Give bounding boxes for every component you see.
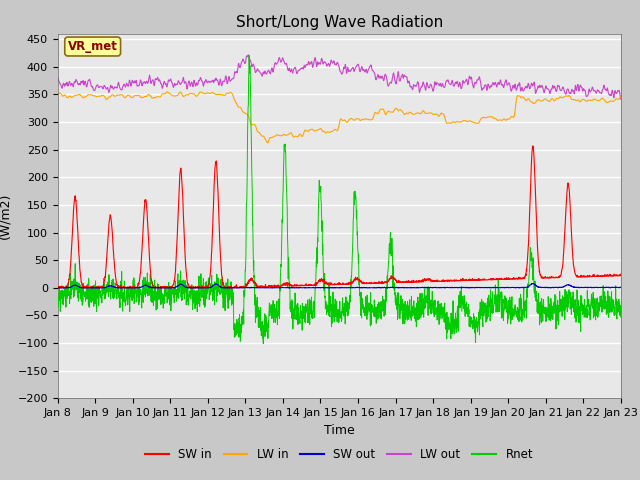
Legend: SW in, LW in, SW out, LW out, Rnet: SW in, LW in, SW out, LW out, Rnet [141, 443, 538, 466]
X-axis label: Time: Time [324, 424, 355, 437]
Text: VR_met: VR_met [68, 40, 118, 53]
Y-axis label: (W/m2): (W/m2) [0, 193, 12, 239]
Title: Short/Long Wave Radiation: Short/Long Wave Radiation [236, 15, 443, 30]
